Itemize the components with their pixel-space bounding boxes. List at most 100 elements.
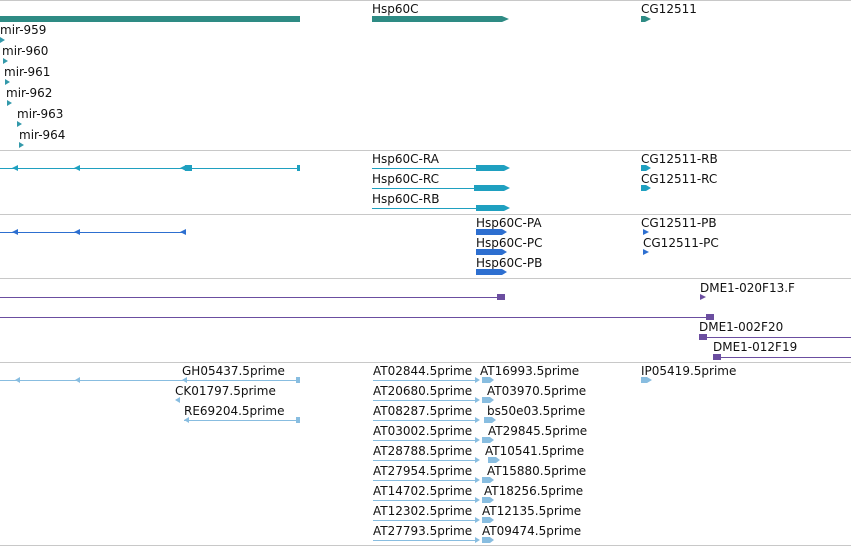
transcript-intron-line bbox=[372, 208, 476, 209]
gene-feature-hsp60c[interactable] bbox=[372, 16, 502, 22]
mirna-arrow-icon[interactable] bbox=[7, 100, 12, 106]
cdna-exon[interactable] bbox=[484, 417, 492, 423]
protein-label-cg12511-pc: CG12511-PC bbox=[643, 236, 719, 250]
strand-arrow-icon bbox=[490, 497, 494, 503]
est-line bbox=[707, 337, 851, 338]
strand-arrow-icon bbox=[490, 437, 494, 443]
cdna-exon[interactable] bbox=[641, 377, 647, 383]
protein-line bbox=[0, 232, 186, 233]
transcript-label-cg12511-rc: CG12511-RC bbox=[641, 172, 718, 186]
transcript-label-hsp60c-rb: Hsp60C-RB bbox=[372, 192, 440, 206]
mirna-arrow-icon[interactable] bbox=[3, 58, 8, 64]
protein-label-hsp60c-pb: Hsp60C-PB bbox=[476, 256, 543, 270]
mirna-arrow-icon[interactable] bbox=[17, 121, 22, 127]
transcript-label-hsp60c-rc: Hsp60C-RC bbox=[372, 172, 439, 186]
protein-label-hsp60c-pc: Hsp60C-PC bbox=[476, 236, 543, 250]
transcript-exon-cg12511-rc[interactable] bbox=[641, 185, 646, 191]
cdna-label-right: AT09474.5prime bbox=[482, 524, 582, 538]
mirna-arrow-icon[interactable] bbox=[5, 79, 10, 85]
transcript-exon[interactable] bbox=[297, 165, 300, 171]
transcript-intron-line bbox=[372, 168, 476, 169]
transcript-exon-hsp60c-rb[interactable] bbox=[476, 205, 504, 211]
gene-label-cg12511: CG12511 bbox=[641, 2, 697, 16]
cdna-label-right: AT16993.5prime bbox=[480, 364, 580, 378]
cdna-label-left: AT27954.5prime bbox=[373, 464, 473, 478]
cdna-line bbox=[373, 540, 477, 541]
transcript-exon-cg12511-rb[interactable] bbox=[641, 165, 646, 171]
cdna-label-ip05419: IP05419.5prime bbox=[641, 364, 737, 378]
cdna-exon[interactable] bbox=[482, 397, 490, 403]
strand-arrow-icon bbox=[475, 537, 480, 543]
cdna-label-right: AT18256.5prime bbox=[484, 484, 584, 498]
cdna-exon[interactable] bbox=[296, 377, 300, 383]
protein-label-hsp60c-pa: Hsp60C-PA bbox=[476, 216, 542, 230]
strand-arrow-icon bbox=[490, 537, 494, 543]
transcript-exon-hsp60c-rc[interactable] bbox=[474, 185, 504, 191]
cdna-exon[interactable] bbox=[482, 497, 490, 503]
transcript-exon-hsp60c-ra[interactable] bbox=[476, 165, 504, 171]
strand-arrow-icon bbox=[490, 377, 494, 383]
cdna-exon[interactable] bbox=[482, 517, 490, 523]
strand-arrow-icon bbox=[475, 397, 480, 403]
strand-arrow-icon[interactable] bbox=[643, 229, 649, 235]
cdna-exon[interactable] bbox=[296, 417, 300, 423]
strand-arrow-icon[interactable] bbox=[700, 294, 706, 300]
cdna-line bbox=[373, 420, 477, 421]
est-line bbox=[721, 357, 851, 358]
strand-arrow-icon bbox=[15, 377, 20, 383]
mirna-arrow-icon[interactable] bbox=[0, 37, 5, 43]
cdna-label-left: AT12302.5prime bbox=[373, 504, 473, 518]
strand-arrow-icon bbox=[490, 477, 494, 483]
strand-arrow-icon bbox=[492, 417, 496, 423]
strand-arrow-icon bbox=[646, 165, 651, 171]
protein-feature-hsp60c-pa[interactable] bbox=[476, 229, 502, 235]
gene-feature-cg12511[interactable] bbox=[641, 16, 645, 22]
strand-arrow-icon bbox=[475, 417, 480, 423]
gene-feature-left[interactable] bbox=[0, 16, 300, 22]
cdna-exon[interactable] bbox=[482, 537, 490, 543]
est-feature[interactable] bbox=[497, 294, 505, 300]
strand-arrow-icon bbox=[475, 457, 480, 463]
transcript-exon[interactable] bbox=[185, 165, 192, 171]
cdna-label-ck01797: CK01797.5prime bbox=[175, 384, 276, 398]
cdna-exon[interactable] bbox=[482, 437, 490, 443]
strand-arrow-icon bbox=[647, 377, 652, 383]
strand-arrow-icon bbox=[180, 165, 186, 171]
cdna-line bbox=[373, 460, 477, 461]
cdna-exon[interactable] bbox=[488, 457, 496, 463]
cdna-exon[interactable] bbox=[482, 377, 490, 383]
protein-feature-hsp60c-pb[interactable] bbox=[476, 269, 502, 275]
mirna-arrow-icon[interactable] bbox=[19, 142, 24, 148]
cdna-line bbox=[373, 480, 477, 481]
est-label-dme1-012f19: DME1-012F19 bbox=[713, 340, 798, 354]
strand-arrow-icon[interactable] bbox=[175, 397, 180, 403]
strand-arrow-icon bbox=[475, 477, 480, 483]
strand-arrow-icon[interactable] bbox=[643, 249, 649, 255]
mirna-label: mir-964 bbox=[19, 128, 66, 142]
transcript-intron-line bbox=[0, 168, 300, 169]
est-line bbox=[0, 317, 710, 318]
cdna-line bbox=[373, 380, 477, 381]
transcript-label-hsp60c-ra: Hsp60C-RA bbox=[372, 152, 439, 166]
track-separator bbox=[0, 362, 851, 363]
cdna-label-right: AT03970.5prime bbox=[487, 384, 587, 398]
est-label-dme1-002f20: DME1-002F20 bbox=[699, 320, 784, 334]
transcript-label-cg12511-rb: CG12511-RB bbox=[641, 152, 718, 166]
cdna-exon[interactable] bbox=[482, 477, 490, 483]
strand-arrow-icon bbox=[502, 16, 509, 22]
strand-arrow-icon bbox=[646, 185, 651, 191]
est-line bbox=[0, 297, 500, 298]
strand-arrow-icon[interactable] bbox=[184, 417, 189, 423]
strand-arrow-icon bbox=[74, 229, 80, 235]
protein-feature-hsp60c-pc[interactable] bbox=[476, 249, 502, 255]
mirna-label: mir-963 bbox=[17, 107, 64, 121]
est-feature[interactable] bbox=[706, 314, 714, 320]
strand-arrow-icon bbox=[490, 397, 494, 403]
strand-arrow-icon bbox=[504, 185, 510, 191]
strand-arrow-icon bbox=[475, 437, 480, 443]
est-feature-dme1-012f19[interactable] bbox=[713, 354, 721, 360]
cdna-label-right: AT29845.5prime bbox=[488, 424, 588, 438]
mirna-label: mir-960 bbox=[2, 44, 49, 58]
est-feature-dme1-002f20[interactable] bbox=[699, 334, 707, 340]
cdna-label-left: AT27793.5prime bbox=[373, 524, 473, 538]
